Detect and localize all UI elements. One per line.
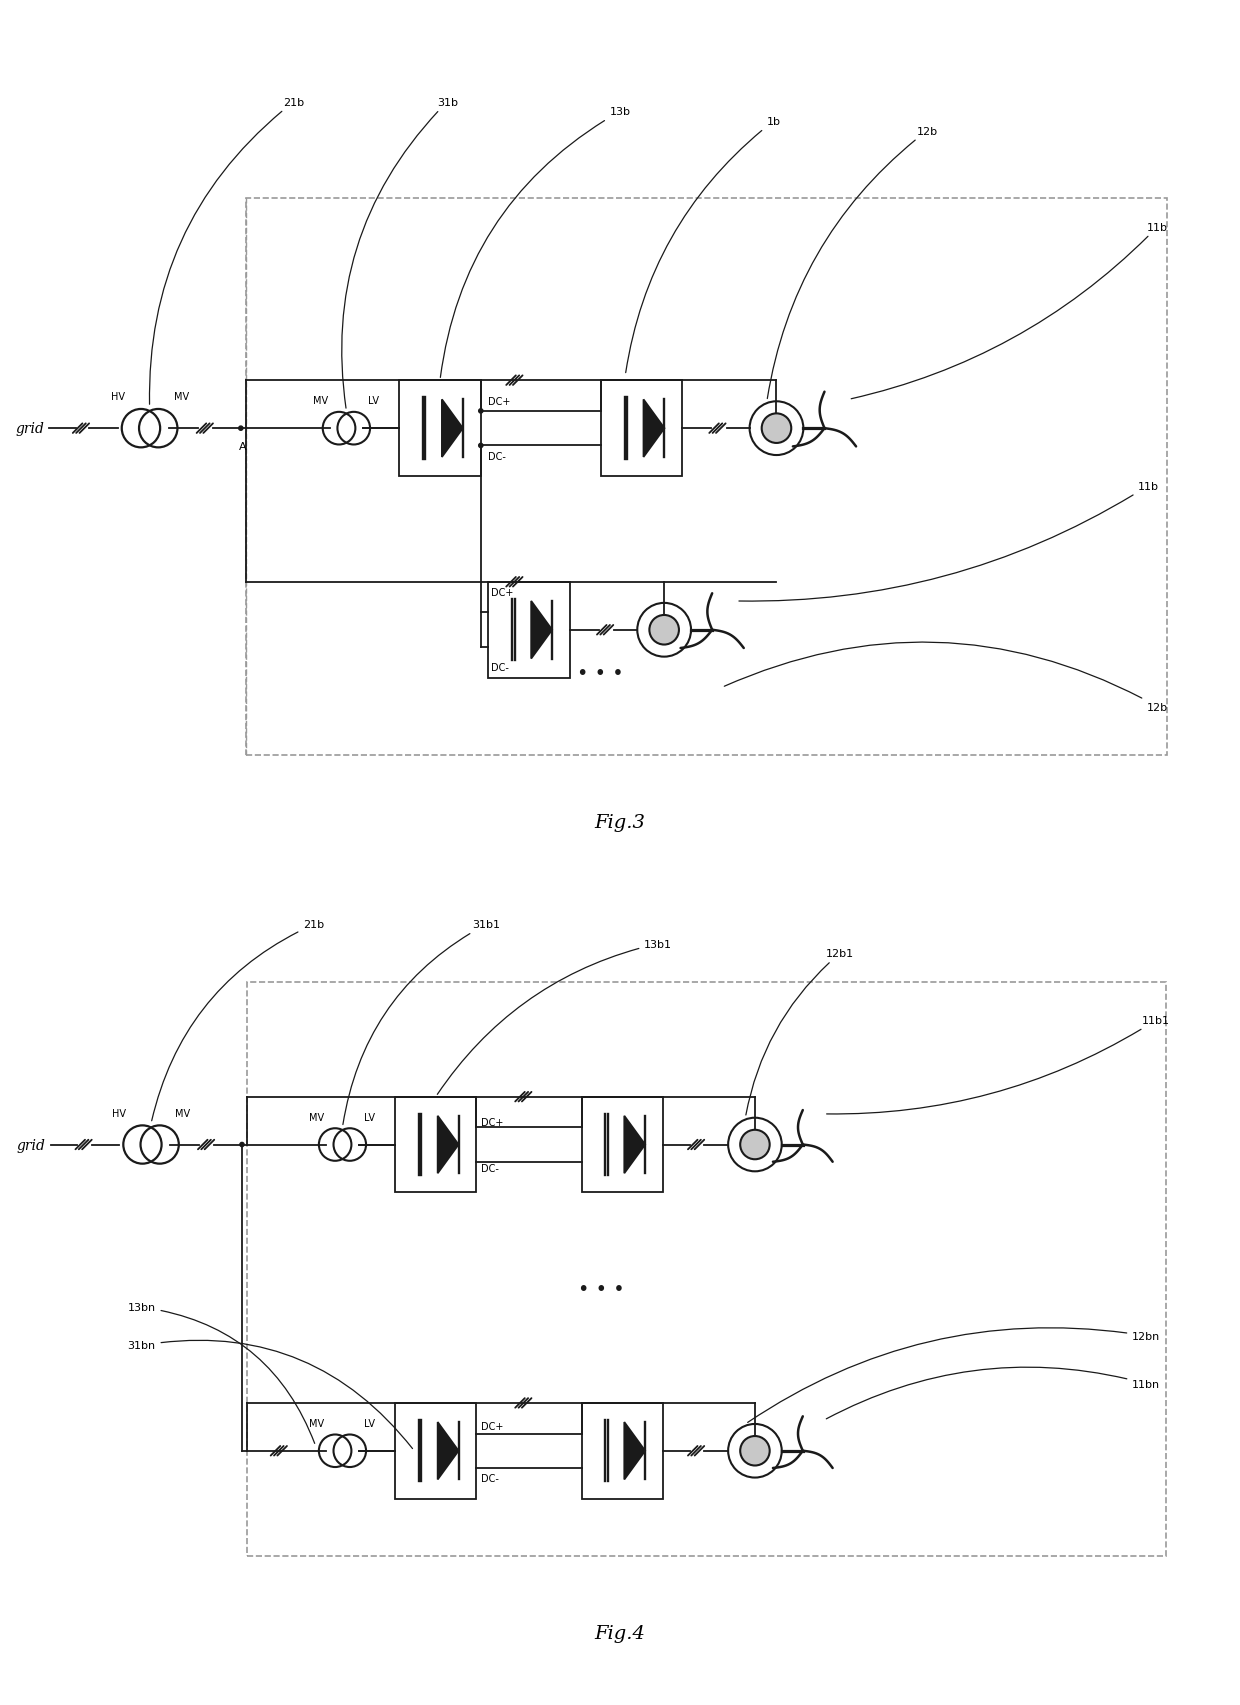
Circle shape	[761, 414, 791, 443]
Text: 21b: 21b	[150, 97, 304, 406]
Circle shape	[740, 1130, 770, 1159]
Text: HV: HV	[113, 1108, 126, 1118]
Text: MV: MV	[312, 396, 329, 406]
Text: DC-: DC-	[489, 452, 506, 462]
Text: DC+: DC+	[491, 588, 513, 598]
Text: A: A	[239, 442, 247, 452]
Text: MV: MV	[175, 1108, 190, 1118]
Text: 12b1: 12b1	[746, 948, 854, 1115]
Circle shape	[238, 426, 243, 431]
Text: 11b: 11b	[739, 481, 1158, 602]
Text: 12b: 12b	[768, 126, 937, 399]
Circle shape	[479, 443, 482, 448]
Text: LV: LV	[368, 396, 378, 406]
Text: Fig.4: Fig.4	[594, 1623, 646, 1642]
Bar	[399, 380, 481, 477]
Text: DC+: DC+	[489, 397, 511, 407]
Text: • • •: • • •	[578, 1279, 624, 1298]
Bar	[396, 1403, 476, 1499]
Text: Fig.3: Fig.3	[594, 813, 646, 832]
Circle shape	[740, 1436, 770, 1466]
Text: 12bn: 12bn	[748, 1328, 1161, 1422]
Text: 13bn: 13bn	[128, 1303, 315, 1444]
Polygon shape	[644, 401, 665, 457]
Text: DC-: DC-	[481, 1473, 500, 1483]
Polygon shape	[531, 602, 552, 660]
Text: 31b: 31b	[342, 97, 458, 409]
Polygon shape	[624, 1117, 645, 1173]
Text: LV: LV	[363, 1419, 374, 1429]
Bar	[582, 1096, 663, 1194]
Text: 31b1: 31b1	[343, 921, 500, 1125]
Circle shape	[479, 409, 482, 414]
Text: 21b: 21b	[151, 921, 325, 1122]
Text: 1b: 1b	[626, 118, 781, 373]
Circle shape	[239, 1142, 244, 1147]
Text: LV: LV	[363, 1112, 374, 1122]
Polygon shape	[438, 1422, 459, 1480]
Text: DC-: DC-	[481, 1163, 500, 1173]
Text: MV: MV	[309, 1419, 324, 1429]
Text: 11b1: 11b1	[827, 1016, 1169, 1115]
Text: • • •: • • •	[578, 663, 624, 684]
Polygon shape	[624, 1422, 645, 1480]
Text: 13b: 13b	[440, 107, 630, 379]
Bar	[396, 1096, 476, 1194]
Text: 31bn: 31bn	[128, 1340, 413, 1449]
Text: HV: HV	[110, 392, 125, 402]
Text: grid: grid	[15, 421, 43, 436]
Polygon shape	[441, 401, 463, 457]
Text: DC+: DC+	[481, 1420, 503, 1430]
Bar	[601, 380, 682, 477]
Text: 12b: 12b	[724, 643, 1168, 713]
Text: 13b1: 13b1	[438, 939, 672, 1095]
Text: grid: grid	[17, 1137, 46, 1153]
Text: MV: MV	[309, 1112, 324, 1122]
Text: 11b: 11b	[851, 222, 1168, 399]
Text: 11bn: 11bn	[826, 1367, 1161, 1419]
Text: MV: MV	[174, 392, 188, 402]
Bar	[582, 1403, 663, 1499]
Text: DC+: DC+	[481, 1118, 503, 1127]
Circle shape	[650, 616, 680, 644]
Text: DC-: DC-	[491, 663, 510, 673]
Polygon shape	[438, 1117, 459, 1173]
Bar	[489, 583, 570, 679]
